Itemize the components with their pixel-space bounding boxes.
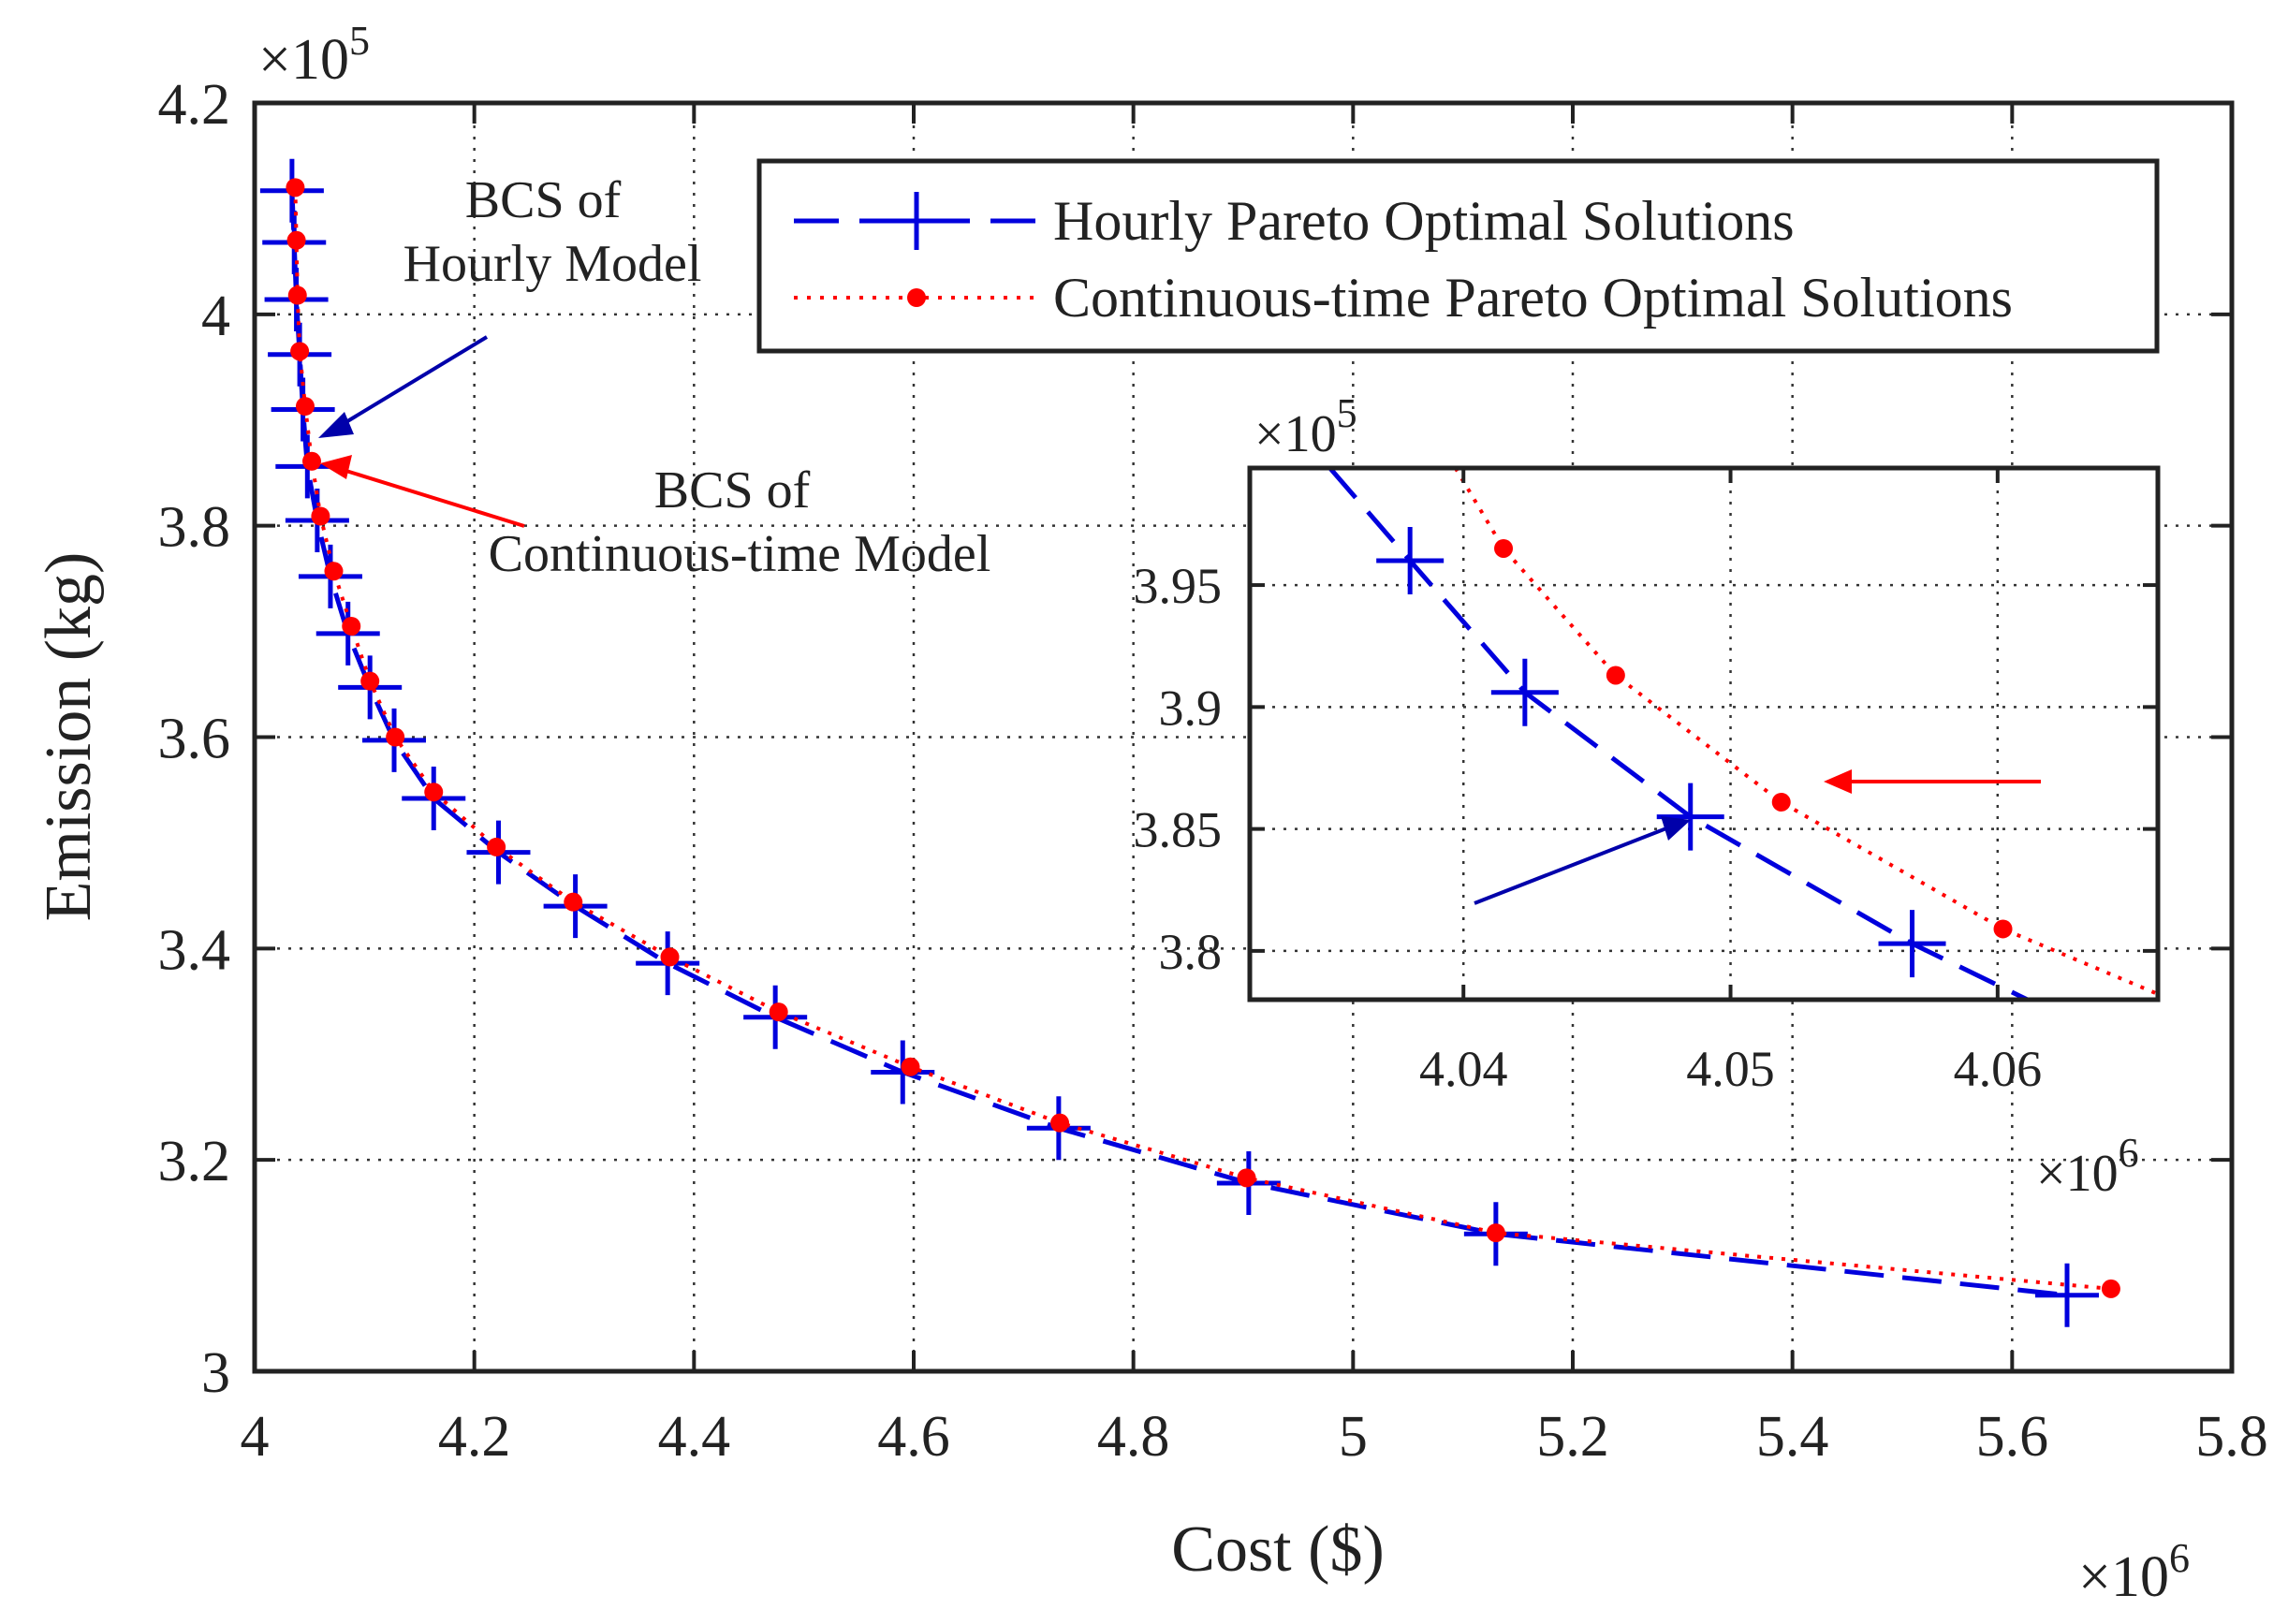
legend-continuous-marker <box>907 288 926 307</box>
continuous-series-line <box>1453 468 2158 997</box>
annotation-continuous-bcs: BCS of Continuous-time Model <box>320 455 990 583</box>
annotation-hourly-line1: BCS of <box>465 171 622 229</box>
hourly-series-line <box>1327 468 2033 1000</box>
continuous-point-marker <box>1486 1223 1505 1243</box>
x-tick-label: 5 <box>1339 1405 1368 1469</box>
x-tick-label: 5.8 <box>2195 1405 2268 1469</box>
y-tick-label: 3.95 <box>1134 558 1223 614</box>
annotation-continuous-arrowhead <box>320 455 352 479</box>
continuous-point-marker <box>295 397 315 417</box>
inset-blue-arrow <box>1474 827 1667 905</box>
y-tick-label: 3.8 <box>1159 924 1223 980</box>
continuous-point-marker <box>286 178 305 198</box>
annotation-hourly-bcs: BCS of Hourly Model <box>318 171 701 438</box>
inset-frame <box>1247 465 2161 1002</box>
annotation-hourly-arrowhead <box>318 412 354 438</box>
y-tick-label: 3.6 <box>158 708 231 771</box>
continuous-point-marker <box>1993 919 2013 939</box>
main-grid <box>255 103 2232 1371</box>
y-tick-label: 3.2 <box>158 1130 231 1193</box>
continuous-point-marker <box>901 1057 920 1076</box>
x-tick-label: 4.8 <box>1097 1405 1170 1469</box>
inset-red-arrowhead <box>1824 769 1852 794</box>
continuous-point-marker <box>1237 1168 1256 1188</box>
legend: Hourly Pareto Optimal Solutions Continuo… <box>756 158 2160 354</box>
annotation-continuous-line2: Continuous-time Model <box>489 525 991 583</box>
continuous-point-marker <box>360 671 380 691</box>
x-tick-label: 5.4 <box>1756 1405 1829 1469</box>
continuous-point-marker <box>564 892 583 912</box>
series-clip-group <box>1327 468 2158 1000</box>
legend-hourly-label: Hourly Pareto Optimal Solutions <box>1053 190 1795 252</box>
x-tick-label: 5.2 <box>1536 1405 1609 1469</box>
inset-series-layer <box>1327 468 2158 1000</box>
main-axis-ticks: 4 4.2 4.4 4.6 4.8 5 5.2 5.4 5.6 5.833.23.43.63.84… <box>158 73 2268 1469</box>
continuous-point-marker <box>1050 1113 1070 1133</box>
hourly-point-marker <box>1878 910 1946 978</box>
x-axis-exponent: ×106 <box>2078 1535 2190 1609</box>
x-tick-label: 5.6 <box>1976 1405 2049 1469</box>
hourly-point-marker <box>1656 783 1724 851</box>
hourly-point-marker <box>1490 658 1559 726</box>
y-tick-label: 3.8 <box>158 496 231 560</box>
continuous-point-marker <box>1606 666 1625 685</box>
x-tick-label: 4.4 <box>658 1405 731 1469</box>
continuous-series-line <box>293 187 2112 1291</box>
inset-y-exponent: ×105 <box>1254 390 1357 463</box>
annotation-hourly-arrow <box>333 335 489 431</box>
legend-box <box>756 158 2160 354</box>
continuous-point-marker <box>311 506 330 526</box>
y-tick-label: 4 <box>201 285 230 348</box>
legend-hourly-marker <box>887 192 946 250</box>
y-tick-label: 3 <box>201 1341 230 1405</box>
continuous-point-marker <box>424 783 444 802</box>
x-axis-title: Cost ($) <box>1171 1514 1385 1586</box>
inset-blue-arrowhead <box>1661 816 1691 841</box>
continuous-point-marker <box>2101 1279 2120 1298</box>
series-clip-group <box>259 158 2120 1327</box>
continuous-point-marker <box>342 616 361 636</box>
y-tick-label: 3.85 <box>1134 802 1223 858</box>
x-tick-label: 4 <box>241 1405 270 1469</box>
annotation-continuous-arrow <box>336 466 525 528</box>
inset-axis-ticks: 4.04 4.05 4.06 3.8 3.85 3.9 3.95 <box>1134 468 2158 1097</box>
continuous-point-marker <box>769 1002 788 1022</box>
x-tick-label: 4.6 <box>877 1405 950 1469</box>
y-tick-label: 3.9 <box>1159 680 1223 736</box>
y-axis-title: Emission (kg) <box>33 552 105 922</box>
annotation-continuous-line1: BCS of <box>654 461 811 519</box>
y-axis-exponent: ×105 <box>258 18 370 92</box>
inset-x-exponent: ×106 <box>2036 1130 2139 1203</box>
continuous-point-marker <box>290 342 310 361</box>
continuous-point-marker <box>286 230 306 250</box>
main-series-layer <box>259 158 2120 1327</box>
annotation-hourly-line2: Hourly Model <box>403 235 702 293</box>
hourly-point-marker <box>1376 527 1445 595</box>
x-tick-label: 4.2 <box>438 1405 511 1469</box>
continuous-point-marker <box>302 451 322 471</box>
y-tick-label: 4.2 <box>158 73 231 137</box>
x-tick-label: 4.05 <box>1686 1041 1775 1097</box>
continuous-point-marker <box>287 285 307 305</box>
legend-continuous-label: Continuous-time Pareto Optimal Solutions <box>1053 267 2013 329</box>
continuous-point-marker <box>324 562 344 581</box>
inset-arrows <box>1474 769 2041 905</box>
x-tick-label: 4.04 <box>1419 1041 1508 1097</box>
x-tick-label: 4.06 <box>1954 1041 2043 1097</box>
continuous-point-marker <box>386 727 405 747</box>
continuous-point-marker <box>1494 538 1514 558</box>
continuous-point-marker <box>487 837 506 856</box>
hourly-point-marker <box>2035 1263 2099 1327</box>
y-tick-label: 3.4 <box>158 918 231 982</box>
continuous-point-marker <box>1771 792 1791 812</box>
continuous-point-marker <box>660 947 680 967</box>
inset-background <box>1250 468 2158 1000</box>
